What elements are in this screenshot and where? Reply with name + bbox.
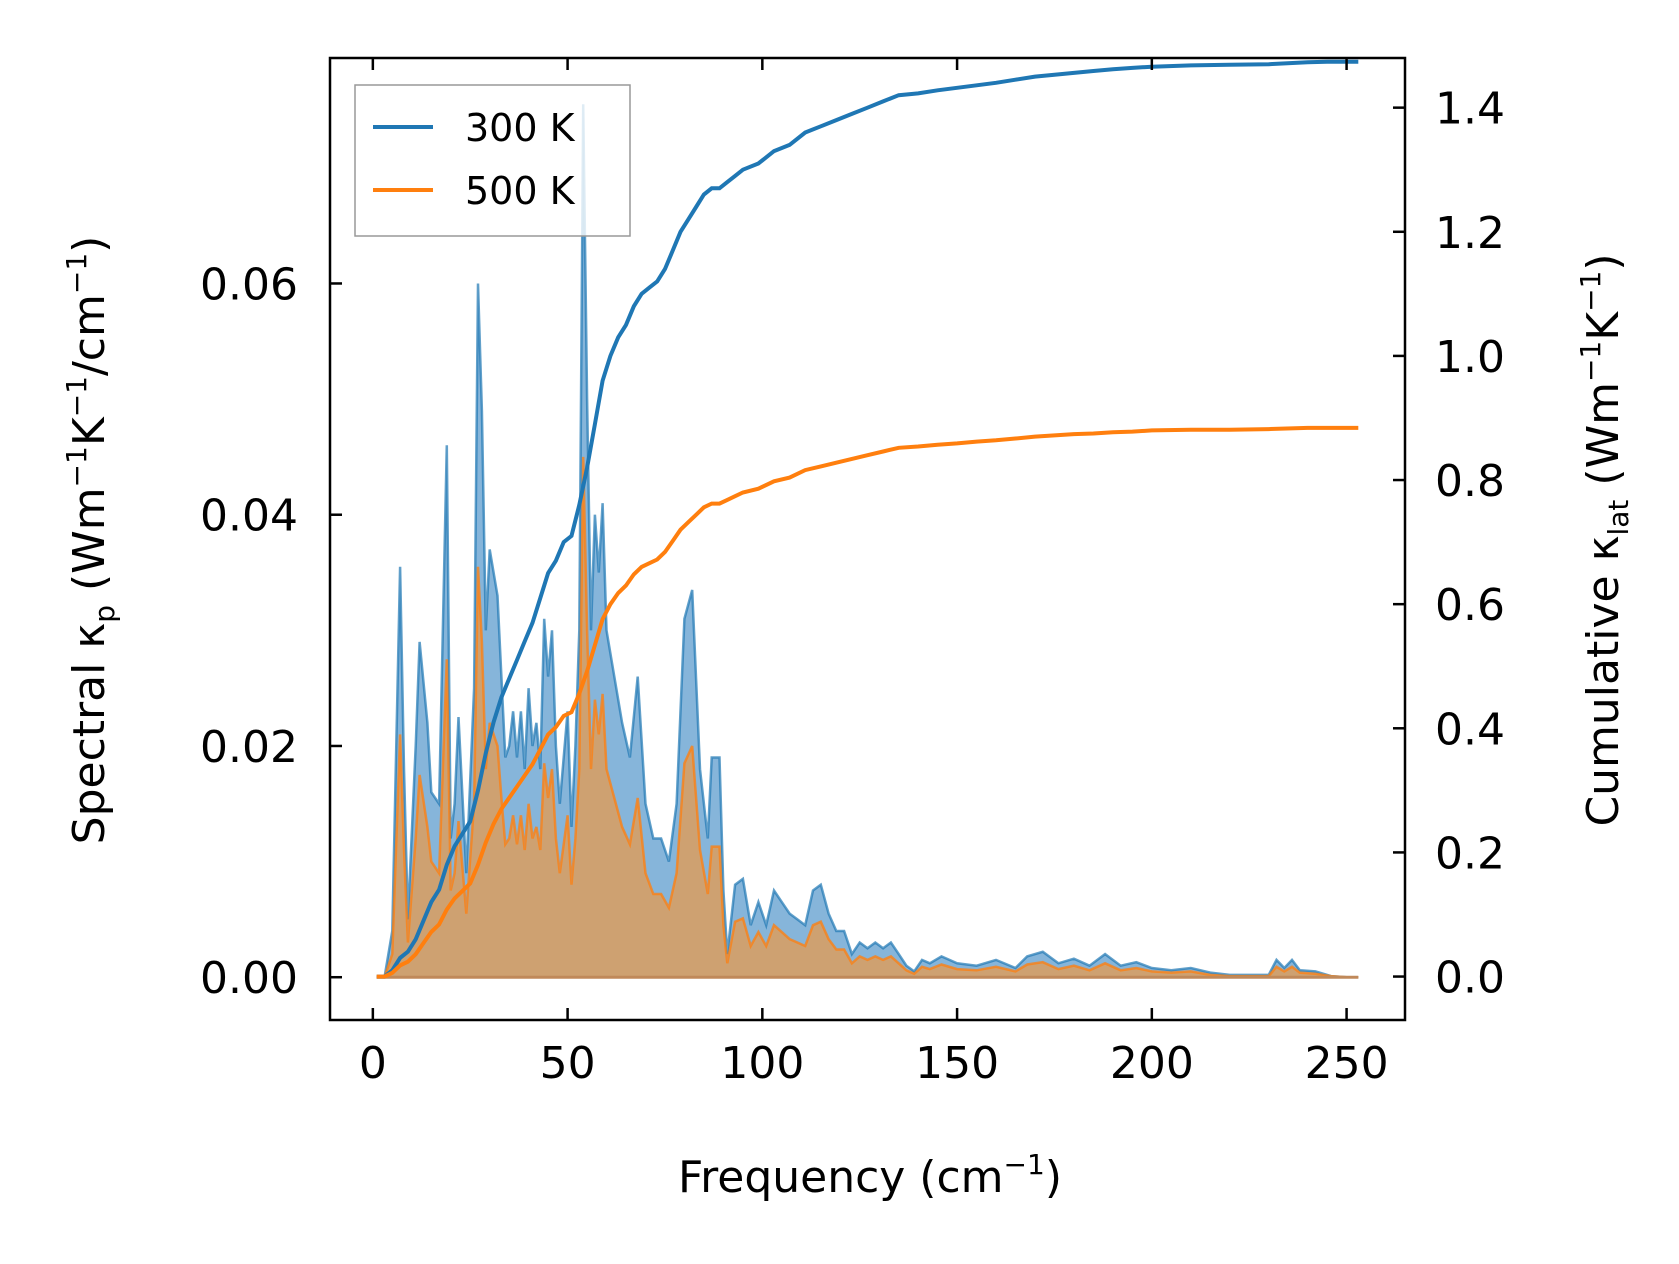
spectral-500k-line xyxy=(376,456,1359,979)
y-left-title-sup2: −1 xyxy=(60,376,93,417)
y-right-tick-label: 1.4 xyxy=(1435,84,1505,135)
x-tick-label: 150 xyxy=(915,1038,999,1089)
plot-frame xyxy=(328,56,1407,1022)
y-left-tick-label: 0.04 xyxy=(200,491,298,542)
x-axis-title-main: Frequency (cm xyxy=(678,1152,1004,1203)
y-left-title-sup3: −1 xyxy=(60,253,93,294)
y-right-title-sup2: −1 xyxy=(1574,271,1607,312)
y-right-tick-label: 1.2 xyxy=(1435,208,1505,259)
y-right-tick-label: 0.8 xyxy=(1435,456,1505,507)
x-tick-label: 200 xyxy=(1110,1038,1194,1089)
x-tick-label: 100 xyxy=(720,1038,804,1089)
spectral-300k-line xyxy=(376,104,1359,979)
y-left-title-unit: (Wm xyxy=(64,487,115,605)
legend-label-500k: 500 K xyxy=(465,169,576,213)
y-right-title-unit: (Wm xyxy=(1578,382,1629,500)
legend-box xyxy=(354,84,631,237)
y-right-tick-label: 0.2 xyxy=(1435,828,1505,879)
y-right-axis-title: Cumulative κlat (Wm−1K−1) xyxy=(1574,253,1635,826)
y-left-axis-title: Spectral κp (Wm−1K−1/cm−1) xyxy=(60,236,121,845)
y-right-title-sup1: −1 xyxy=(1574,341,1607,382)
y-left-tick-label: 0.06 xyxy=(200,259,298,310)
x-axis-title: Frequency (cm−1) xyxy=(678,1148,1062,1203)
y-left-title-k: K xyxy=(64,416,115,446)
x-tick-label: 0 xyxy=(359,1038,387,1089)
y-right-title-k: K xyxy=(1578,311,1629,341)
spectral-300k-fill xyxy=(376,104,1359,978)
y-left-title-sub: p xyxy=(88,605,121,623)
y-left-title-close: ) xyxy=(64,236,115,253)
x-axis-title-close: ) xyxy=(1045,1152,1062,1203)
y-right-tick-label: 0.0 xyxy=(1435,953,1505,1004)
cumulative-500k-line xyxy=(376,425,1359,979)
y-right-tick-label: 0.4 xyxy=(1435,704,1505,755)
y-left-title-main: Spectral κ xyxy=(64,623,115,845)
y-left-title-sup1: −1 xyxy=(60,446,93,487)
y-right-axis-ticks: 0.0 0.2 0.4 0.6 0.8 1.0 1.2 1.4 xyxy=(1393,84,1505,1004)
y-right-title-close: ) xyxy=(1578,253,1629,270)
cumulative-300k-line xyxy=(376,59,1359,979)
y-right-tick-label: 1.0 xyxy=(1435,332,1505,383)
legend: 300 K 500 K xyxy=(354,84,631,237)
y-left-tick-label: 0.00 xyxy=(200,953,298,1004)
y-left-axis-ticks: 0.00 0.02 0.04 0.06 xyxy=(200,259,342,1004)
x-axis-title-sup: −1 xyxy=(1004,1148,1045,1181)
x-tick-label: 250 xyxy=(1305,1038,1389,1089)
y-right-title-sub: lat xyxy=(1602,500,1635,536)
y-left-tick-label: 0.02 xyxy=(200,722,298,773)
y-right-tick-label: 0.6 xyxy=(1435,580,1505,631)
data-layer xyxy=(376,59,1359,979)
y-left-title-per: /cm xyxy=(64,294,115,376)
spectral-500k-fill xyxy=(376,456,1359,978)
x-axis-ticks: 0 50 100 150 200 250 xyxy=(359,58,1389,1089)
legend-label-300k: 300 K xyxy=(465,106,576,150)
x-tick-label: 50 xyxy=(540,1038,596,1089)
y-right-title-main: Cumulative κ xyxy=(1578,535,1629,826)
